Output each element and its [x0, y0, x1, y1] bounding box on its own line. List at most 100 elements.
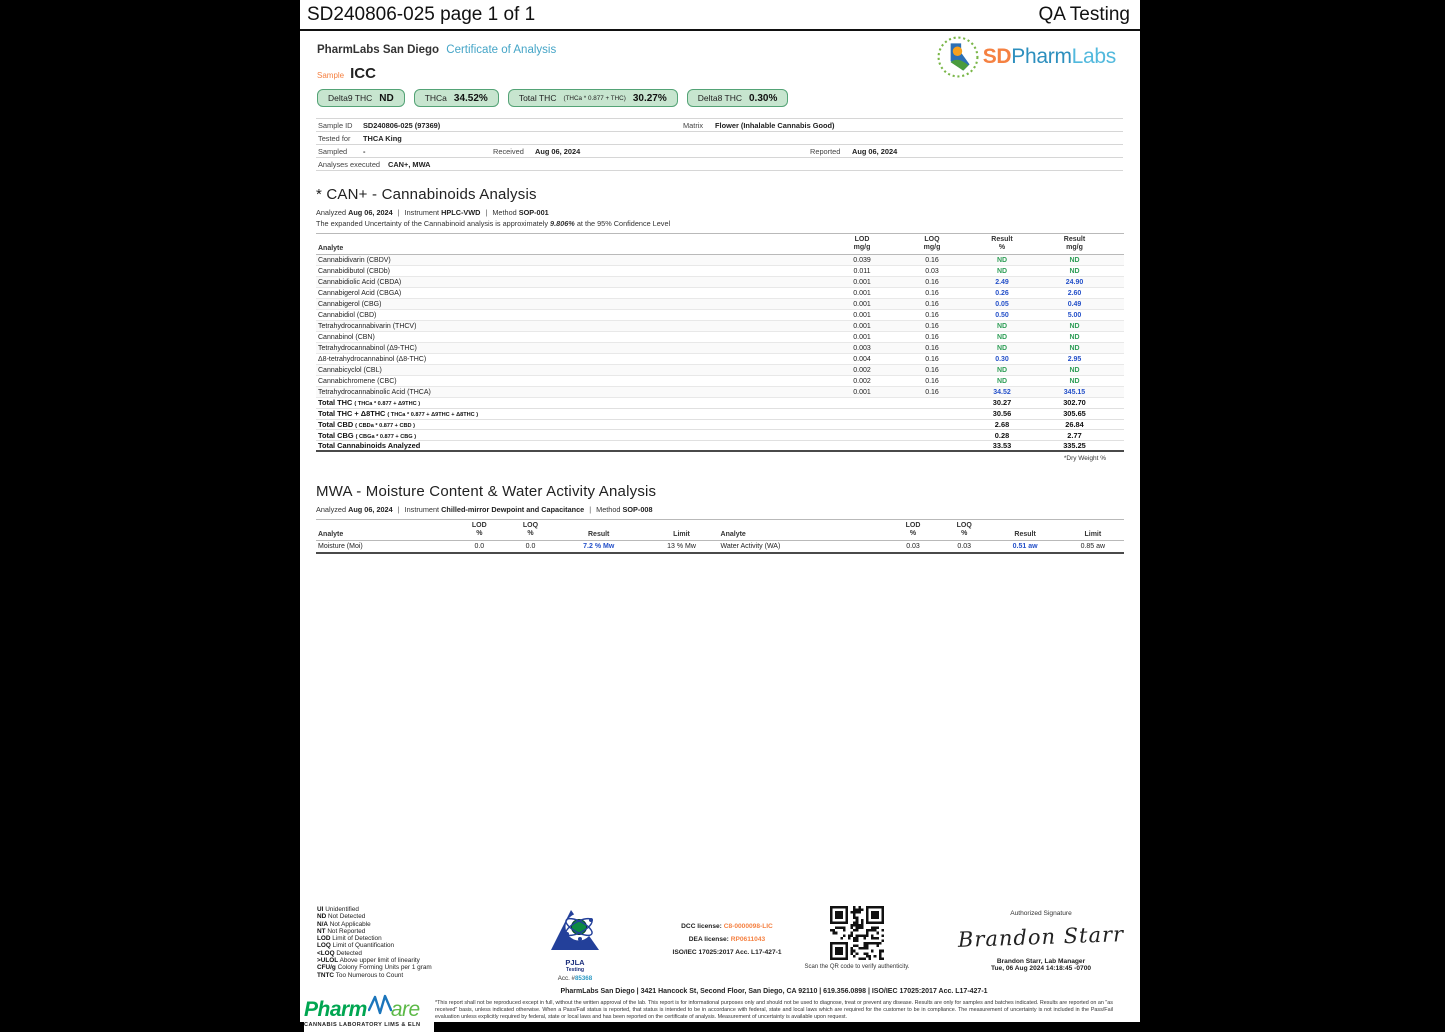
result-percent: 0.26	[995, 289, 1009, 297]
sample-info-row: Sampled - Received Aug 06, 2024 Reported…	[316, 144, 1123, 157]
result-percent: 0.05	[995, 300, 1009, 308]
brand-wordmark: SDPharmLabs	[982, 45, 1117, 68]
result-mgg: ND	[1069, 267, 1080, 275]
mwa-meta: Analyzed Aug 06, 2024Instrument Chilled-…	[316, 505, 1124, 514]
result-mgg: ND	[1069, 377, 1080, 385]
analyses-value: CAN+, MWA	[388, 159, 431, 169]
total-mgg: 302.70	[1063, 398, 1086, 408]
cannabinoids-section: * CAN+ - Cannabinoids Analysis Analyzed …	[316, 186, 1124, 462]
lab-name: PharmLabs San Diego	[317, 44, 440, 56]
analyte-name: Δ8-tetrahydrocannabinol (Δ8-THC)	[318, 355, 427, 363]
total-name: Total CBD	[318, 420, 354, 430]
qr-verification: Scan the QR code to verify authenticity.	[798, 906, 916, 970]
pill-thca: THCa 34.52%	[413, 89, 499, 107]
pharmware-tagline: CANNABIS LABORATORY LIMS & ELN	[304, 1022, 421, 1028]
result-mgg: ND	[1069, 256, 1080, 264]
coa-document: SD240806-025 page 1 of 1 QA Testing SDPh…	[300, 0, 1140, 1032]
sample-info-row: Analyses executed CAN+, MWA	[316, 157, 1123, 171]
license-block: DCC license: C8-0000098-LIC DEA license:…	[652, 920, 802, 959]
authorized-signature-label: Authorized Signature	[1010, 910, 1072, 917]
analyte-name: Tetrahydrocannabinolic Acid (THCA)	[318, 388, 431, 396]
result-mgg: 0.49	[1067, 300, 1082, 308]
document-header: SD240806-025 page 1 of 1 QA Testing	[300, 0, 1140, 31]
water-activity-limit: 0.85 aw	[1080, 543, 1106, 551]
cannabinoids-table: Analyte LOD mg/g LOQ mg/g Result% Result mg…	[316, 233, 1124, 453]
legend-item: LOQ Limit of Quantification	[317, 942, 395, 950]
analyte-name: Cannabidiolic Acid (CBDA)	[318, 278, 402, 286]
cannabinoid-row: Cannabidivarin (CBDV) 0.039 0.16 ND ND	[316, 255, 1124, 267]
result-percent: ND	[996, 377, 1008, 385]
cannabinoid-row: Cannabigerol Acid (CBGA) 0.001 0.16 0.26…	[316, 288, 1124, 300]
analyte-name: Tetrahydrocannabinol (Δ9-THC)	[318, 344, 417, 352]
result-mgg: ND	[1069, 366, 1080, 374]
result-mgg: ND	[1069, 333, 1080, 341]
cannabinoid-row: Tetrahydrocannabinolic Acid (THCA) 0.001…	[316, 387, 1124, 399]
legend-item: LOD Limit of Detection	[317, 935, 382, 943]
total-name: Total Cannabinoids Analyzed	[318, 441, 421, 451]
qa-testing-label: QA Testing	[1038, 4, 1130, 25]
total-name: Total THC	[318, 398, 353, 408]
potency-pills: Delta9 THC ND THCa 34.52% Total THC (THC…	[317, 89, 1140, 107]
abbreviation-legend: UI Unidentified ND Not Detected N/A Not …	[317, 906, 432, 979]
cannabinoid-row: Cannabigerol (CBG) 0.001 0.16 0.05 0.49	[316, 299, 1124, 311]
analyte-name: Cannabigerol (CBG)	[318, 300, 382, 308]
result-percent: ND	[996, 256, 1008, 264]
result-percent: ND	[996, 366, 1008, 374]
sample-info-row: Tested for THCA King	[316, 131, 1123, 144]
result-percent: 34.52	[993, 388, 1011, 396]
page-title: SD240806-025 page 1 of 1	[307, 4, 536, 25]
analyte-name: Tetrahydrocannabivarin (THCV)	[318, 322, 417, 330]
cannabinoid-row: Cannabichromene (CBC) 0.002 0.16 ND ND	[316, 376, 1124, 388]
pjla-accreditation: PJLA Testing Acc. #85368	[536, 908, 614, 982]
legend-item: ND Not Detected	[317, 913, 366, 921]
analyte-name: Cannabichromene (CBC)	[318, 377, 397, 385]
lab-address-line: PharmLabs San Diego | 3421 Hancock St, S…	[560, 988, 988, 995]
dcc-license: DCC license: C8-0000098-LIC	[681, 923, 773, 930]
pill-delta9-thc: Delta9 THC ND	[317, 89, 405, 107]
iso-accreditation: ISO/IEC 17025:2017 Acc. L17-427-1	[672, 949, 782, 956]
cannabinoid-row: Cannabidiol (CBD) 0.001 0.16 0.50 5.00	[316, 310, 1124, 322]
reported-value: Aug 06, 2024	[852, 146, 898, 156]
pharmware-logo: Pharm are CANNABIS LABORATORY LIMS & ELN	[304, 994, 434, 1032]
sdpharmlabs-badge-icon	[937, 36, 979, 78]
result-mgg: 345.15	[1063, 388, 1086, 396]
pjla-logo-icon	[551, 910, 599, 950]
result-percent: 0.50	[995, 311, 1009, 319]
pill-total-thc: Total THC (THCa * 0.877 + THC) 30.27%	[507, 89, 678, 107]
cannabinoids-totals: Total THC( THCa * 0.877 + Δ9THC ) 30.27 …	[316, 398, 1124, 453]
sample-name: ICC	[350, 65, 376, 82]
result-percent: ND	[996, 344, 1008, 352]
result-percent: 0.30	[995, 355, 1009, 363]
analyte-name: Cannabicyclol (CBL)	[318, 366, 382, 374]
cannabinoid-row: Δ8-tetrahydrocannabinol (Δ8-THC) 0.004 0…	[316, 354, 1124, 366]
cannabinoid-row: Cannabidiolic Acid (CBDA) 0.001 0.16 2.4…	[316, 277, 1124, 289]
cannabinoids-title: * CAN+ - Cannabinoids Analysis	[316, 186, 537, 203]
result-percent: ND	[996, 333, 1008, 341]
legend-item: N/A Not Applicable	[317, 920, 371, 928]
qr-code-icon	[830, 906, 884, 960]
tested-for-value: THCA King	[363, 133, 402, 143]
legal-disclaimer: *This report shall not be reproduced exc…	[435, 1000, 1113, 1021]
result-percent: ND	[996, 267, 1008, 275]
sample-label: Sample	[317, 71, 345, 80]
cannabinoid-row: Cannabicyclol (CBL) 0.002 0.16 ND ND	[316, 365, 1124, 377]
result-percent: ND	[996, 322, 1008, 330]
total-mgg: 26.84	[1065, 420, 1084, 430]
cannabinoid-row: Cannabidibutol (CBDb) 0.011 0.03 ND ND	[316, 266, 1124, 278]
water-activity-analyte: Water Activity (WA)	[720, 543, 781, 551]
mwa-title: MWA - Moisture Content & Water Activity …	[316, 483, 657, 501]
analyte-name: Cannabidibutol (CBDb)	[318, 267, 390, 275]
total-row: Total CBD( CBDa * 0.877 + CBD ) 2.68 26.…	[316, 420, 1124, 431]
pill-delta8-thc: Delta8 THC 0.30%	[686, 89, 789, 107]
doc-type: Certificate of Analysis	[446, 44, 557, 56]
pharmware-pulse-icon	[367, 994, 392, 1015]
total-percent: 33.53	[992, 441, 1012, 451]
cannabinoids-tbody: Cannabidivarin (CBDV) 0.039 0.16 ND ND C…	[316, 255, 1124, 399]
mwa-section: MWA - Moisture Content & Water Activity …	[316, 483, 1124, 555]
total-row: Total CBG( CBGa * 0.877 + CBG ) 0.28 2.7…	[316, 430, 1124, 442]
total-mgg: 335.25	[1063, 441, 1086, 451]
sample-info-row: Sample ID SD240806-025 (97369) Matrix Fl…	[316, 118, 1123, 131]
total-row: Total Cannabinoids Analyzed 33.53 335.25	[316, 441, 1124, 453]
moisture-analyte: Moisture (Moi)	[318, 543, 363, 551]
total-percent: 30.27	[992, 398, 1012, 408]
